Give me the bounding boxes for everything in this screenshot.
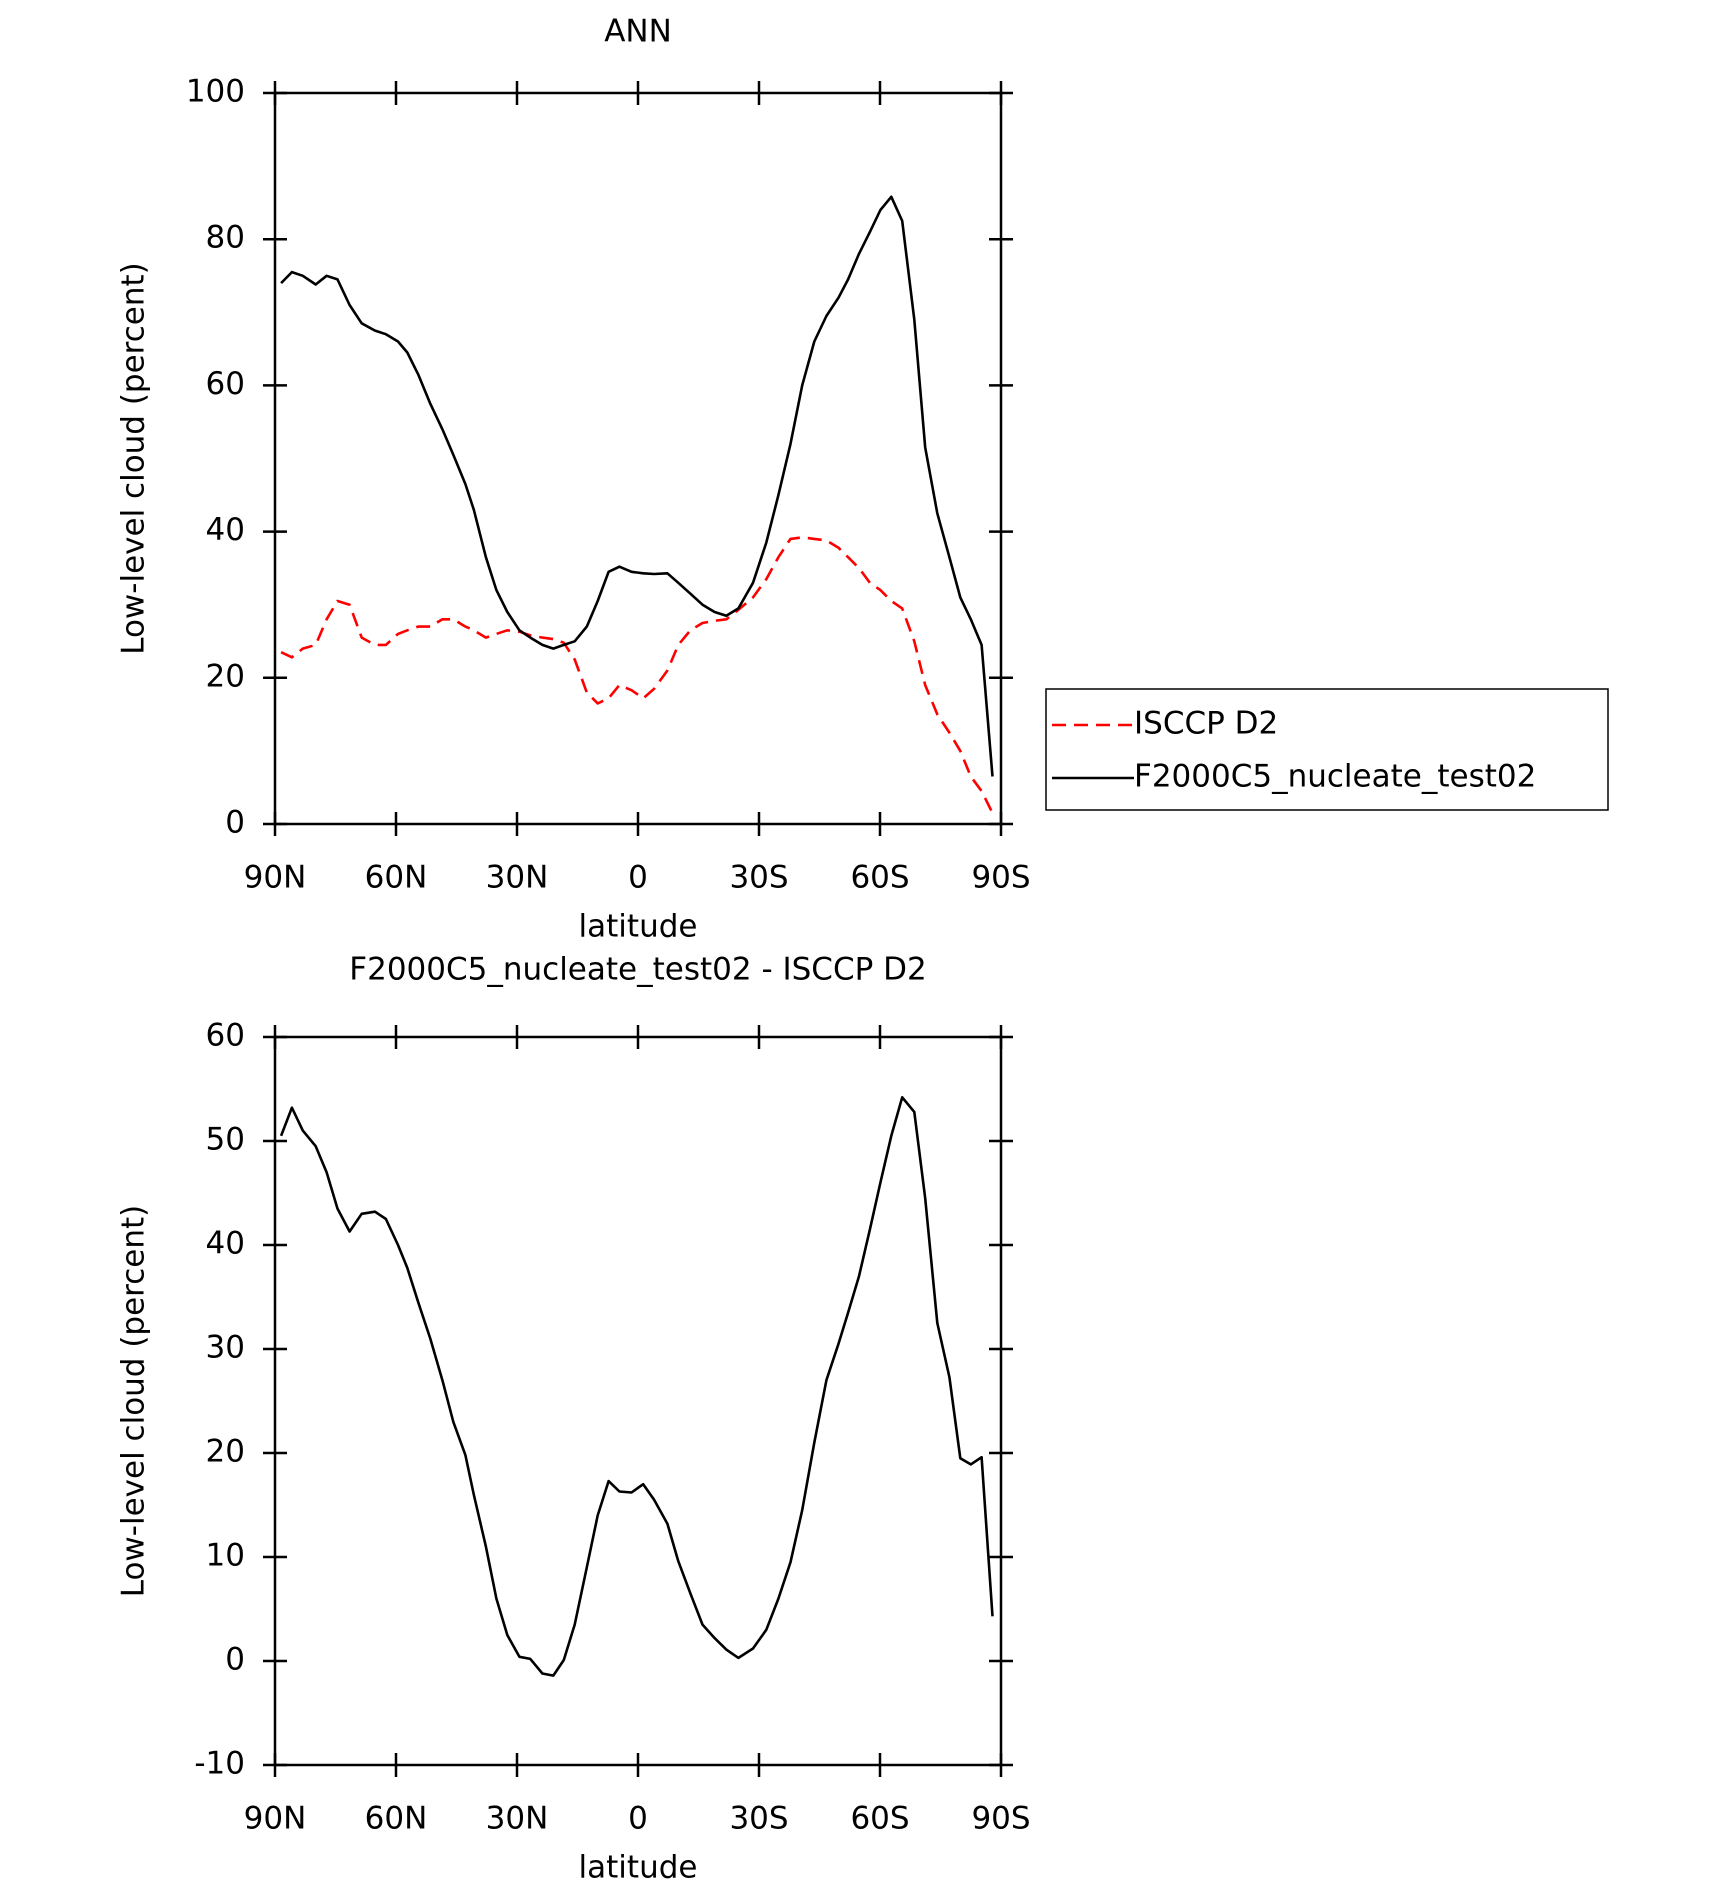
series-line [280,536,994,814]
y-tick-label: 20 [206,1434,245,1470]
x-tick-label: 60S [850,1801,909,1837]
y-tick-label: -10 [194,1746,245,1782]
y-tick-label: 20 [206,658,245,694]
x-axis-label: latitude [579,909,698,945]
y-tick-label: 60 [206,366,245,402]
x-tick-label: 30N [486,860,549,896]
y-tick-label: 40 [206,1226,245,1262]
y-axis-label: Low-level cloud (percent) [116,1205,152,1598]
series-line [279,1096,994,1677]
y-tick-label: 0 [225,805,245,841]
y-tick-label: 60 [206,1018,245,1054]
y-tick-label: 40 [206,512,245,548]
x-tick-label: 30S [729,1801,788,1837]
x-tick-label: 60N [365,1801,428,1837]
y-tick-label: 80 [206,220,245,256]
legend-label: F2000C5_nucleate_test02 [1134,759,1536,795]
y-tick-label: 100 [186,74,245,110]
y-tick-label: 30 [206,1330,245,1366]
chart-title: F2000C5_nucleate_test02 - ISCCP D2 [349,952,926,988]
y-axis-label: Low-level cloud (percent) [116,262,152,655]
y-tick-label: 0 [225,1642,245,1678]
y-tick-label: 10 [206,1538,245,1574]
legend-box [1045,688,1609,811]
y-tick-label: 50 [206,1122,245,1158]
x-tick-label: 90S [971,1801,1030,1837]
chart-title: ANN [604,14,672,50]
x-tick-label: 0 [628,860,648,896]
x-tick-label: 0 [628,1801,648,1837]
plot-frame [273,1035,1003,1767]
plot-frame [273,91,1003,826]
legend-label: ISCCP D2 [1134,706,1278,742]
x-tick-label: 90S [971,860,1030,896]
x-tick-label: 30S [729,860,788,896]
x-axis-label: latitude [579,1850,698,1883]
x-tick-label: 90N [244,1801,307,1837]
x-tick-label: 30N [486,1801,549,1837]
x-tick-label: 60S [850,860,909,896]
series-line [280,195,994,777]
x-tick-label: 90N [244,860,307,896]
x-tick-label: 60N [365,860,428,896]
